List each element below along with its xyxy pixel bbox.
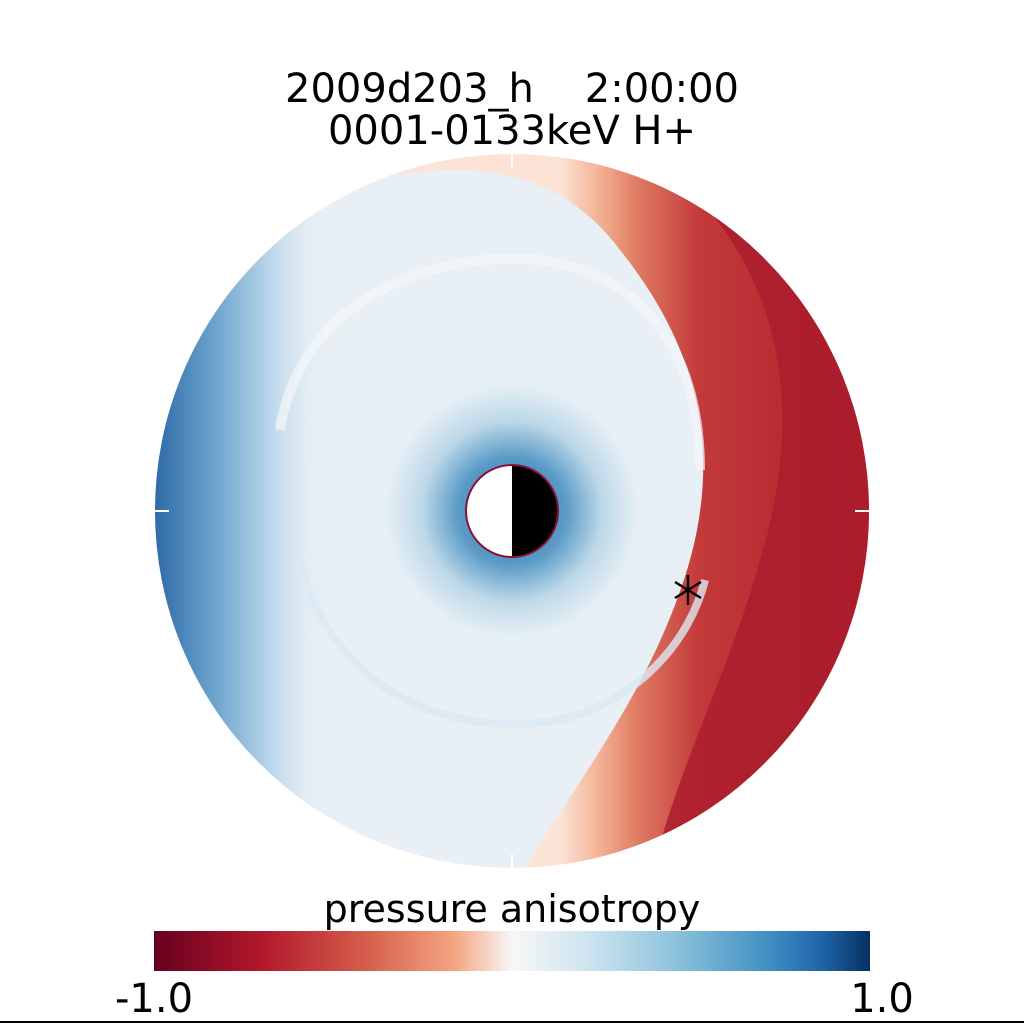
figure-subtitle: 0001-0133keV H+	[328, 108, 696, 154]
asterisk-marker-icon	[674, 575, 702, 605]
dawn-edge-blue	[155, 154, 350, 868]
colorbar	[154, 931, 870, 971]
planet-icon	[465, 464, 559, 558]
disk-ticks	[155, 154, 869, 868]
inner-swirl	[275, 253, 705, 471]
figure-title: 2009d203_h 2:00:00	[285, 66, 739, 112]
colorbar-max-label: 1.0	[850, 976, 914, 1022]
colorbar-min-label: -1.0	[115, 976, 193, 1022]
inner-swirl-2	[296, 559, 709, 729]
colorbar-label: pressure anisotropy	[324, 887, 701, 931]
